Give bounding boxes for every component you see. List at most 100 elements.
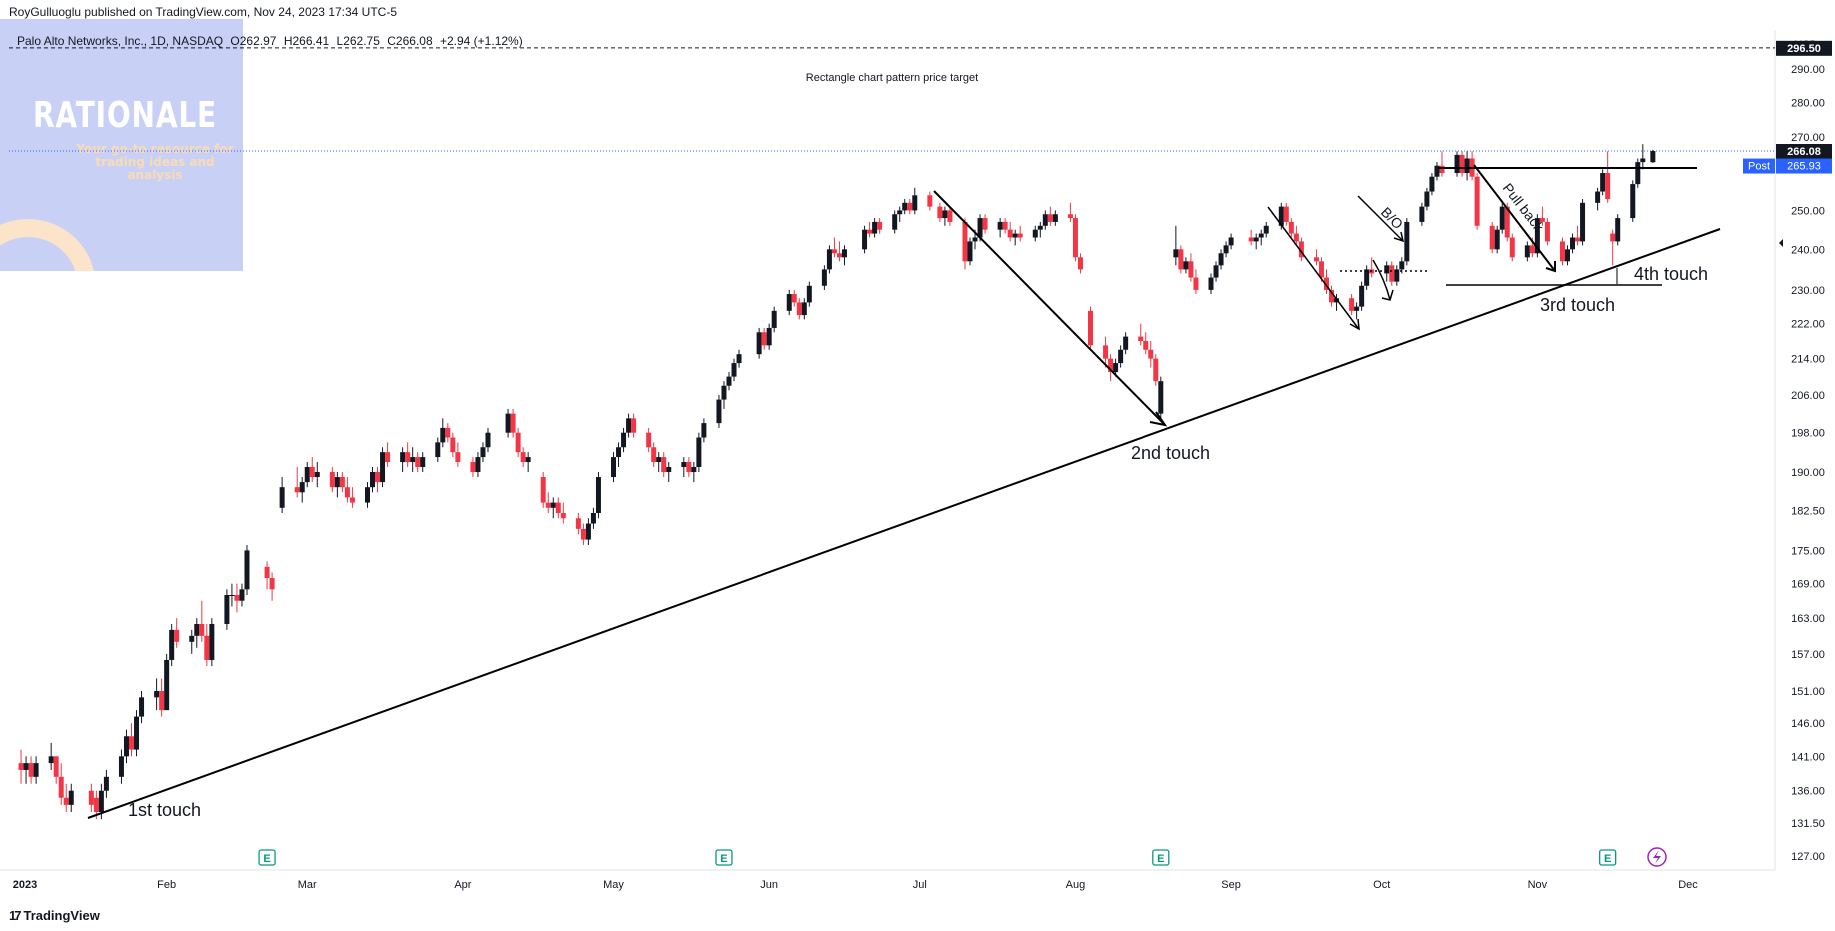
candle — [1570, 233, 1576, 254]
candle — [33, 756, 39, 784]
candle — [1158, 376, 1164, 419]
candle — [1183, 257, 1189, 274]
svg-text:296.50: 296.50 — [1787, 43, 1821, 55]
candle — [1012, 229, 1018, 246]
candle — [209, 618, 215, 667]
candle — [550, 497, 556, 519]
tradingview-brand[interactable]: 17 TradingView — [9, 908, 100, 923]
candle — [58, 763, 64, 805]
candle — [1635, 158, 1641, 188]
candle — [1354, 302, 1360, 320]
candle — [902, 199, 908, 215]
events-icon[interactable] — [1647, 847, 1667, 867]
candle — [1052, 210, 1058, 226]
low-value: L262.75 — [336, 34, 380, 48]
candle — [1349, 294, 1355, 316]
candle — [68, 783, 74, 812]
candle — [1605, 151, 1611, 203]
candle — [1228, 233, 1234, 250]
time-tick-label: Oct — [1373, 879, 1390, 891]
candle — [1575, 225, 1581, 246]
svg-text:Post: Post — [1748, 161, 1770, 173]
candle — [1123, 332, 1129, 355]
candle — [410, 447, 416, 473]
candle — [510, 408, 516, 438]
candle — [691, 462, 697, 483]
candle — [791, 289, 797, 307]
candle — [1429, 173, 1435, 196]
candle — [1218, 249, 1224, 270]
target-price-tag: 296.50 — [1776, 40, 1832, 56]
candle — [385, 442, 391, 468]
candle — [736, 349, 742, 368]
breakout-arrow — [1357, 195, 1405, 243]
candle — [440, 418, 446, 448]
candle — [370, 467, 376, 493]
candle — [872, 218, 878, 238]
candle — [1067, 202, 1073, 222]
candle — [1143, 332, 1149, 355]
candle — [1610, 229, 1616, 266]
candle — [53, 756, 59, 784]
candle — [1404, 218, 1410, 266]
candle — [1424, 187, 1430, 211]
price-tick-label: 230.00 — [1791, 285, 1825, 297]
candle — [841, 245, 847, 266]
candle — [88, 783, 94, 812]
scroll-right-arrow[interactable] — [1779, 239, 1783, 247]
candle — [199, 600, 205, 642]
candle — [560, 502, 566, 524]
candle — [766, 323, 772, 350]
candle — [1288, 218, 1294, 238]
time-axis[interactable]: 2023 Feb Mar Apr May Jun Jul Aug Sep Oct Nov Dec — [13, 879, 1699, 891]
candle — [726, 372, 732, 391]
candle — [329, 467, 335, 493]
earnings-icon[interactable]: E — [715, 849, 733, 866]
price-tick-label: 270.00 — [1791, 132, 1825, 144]
candle — [1188, 253, 1194, 282]
earnings-icon[interactable]: E — [1599, 849, 1617, 866]
candle — [1434, 162, 1440, 181]
earnings-icon[interactable]: E — [258, 849, 276, 866]
symbol-legend[interactable]: Palo Alto Networks, Inc., 1D, NASDAQ O26… — [17, 34, 523, 48]
candle — [204, 623, 210, 667]
candle — [1118, 345, 1124, 368]
candle — [304, 462, 310, 488]
price-axis[interactable]: 290.00 280.00 270.00 250.00 240.00 230.00 222.… — [1791, 64, 1825, 863]
candle — [1474, 173, 1480, 230]
candle — [1153, 354, 1159, 386]
candle — [470, 457, 476, 478]
price-tick-label: 190.00 — [1791, 467, 1825, 479]
target-annotation: Rectangle chart pattern price target — [806, 72, 978, 84]
candle — [1318, 257, 1324, 282]
candle — [661, 452, 667, 478]
candle — [224, 589, 230, 630]
candle — [18, 749, 24, 784]
candle — [455, 442, 461, 468]
candle — [1293, 225, 1299, 246]
candle — [415, 452, 421, 473]
candle — [450, 432, 456, 458]
candle — [1509, 233, 1515, 262]
price-tick-label: 206.00 — [1791, 390, 1825, 402]
candle — [731, 358, 737, 382]
price-tick-label: 222.00 — [1791, 319, 1825, 331]
candle — [1178, 245, 1184, 274]
candle — [123, 729, 129, 764]
earnings-icon[interactable]: E — [1152, 849, 1170, 866]
candle — [907, 199, 913, 215]
symbol-name: Palo Alto Networks, Inc., 1D, NASDAQ — [17, 34, 224, 48]
pullback-arrow — [1473, 164, 1556, 273]
tradingview-brand-text: TradingView — [23, 908, 100, 923]
candle — [1359, 281, 1365, 311]
candle — [1223, 241, 1229, 258]
candle — [801, 298, 807, 320]
candle — [164, 653, 170, 711]
candle — [937, 202, 943, 222]
candle — [269, 572, 275, 601]
candle — [651, 442, 657, 468]
candle — [867, 221, 873, 238]
candle — [756, 327, 762, 359]
candle — [656, 452, 662, 473]
